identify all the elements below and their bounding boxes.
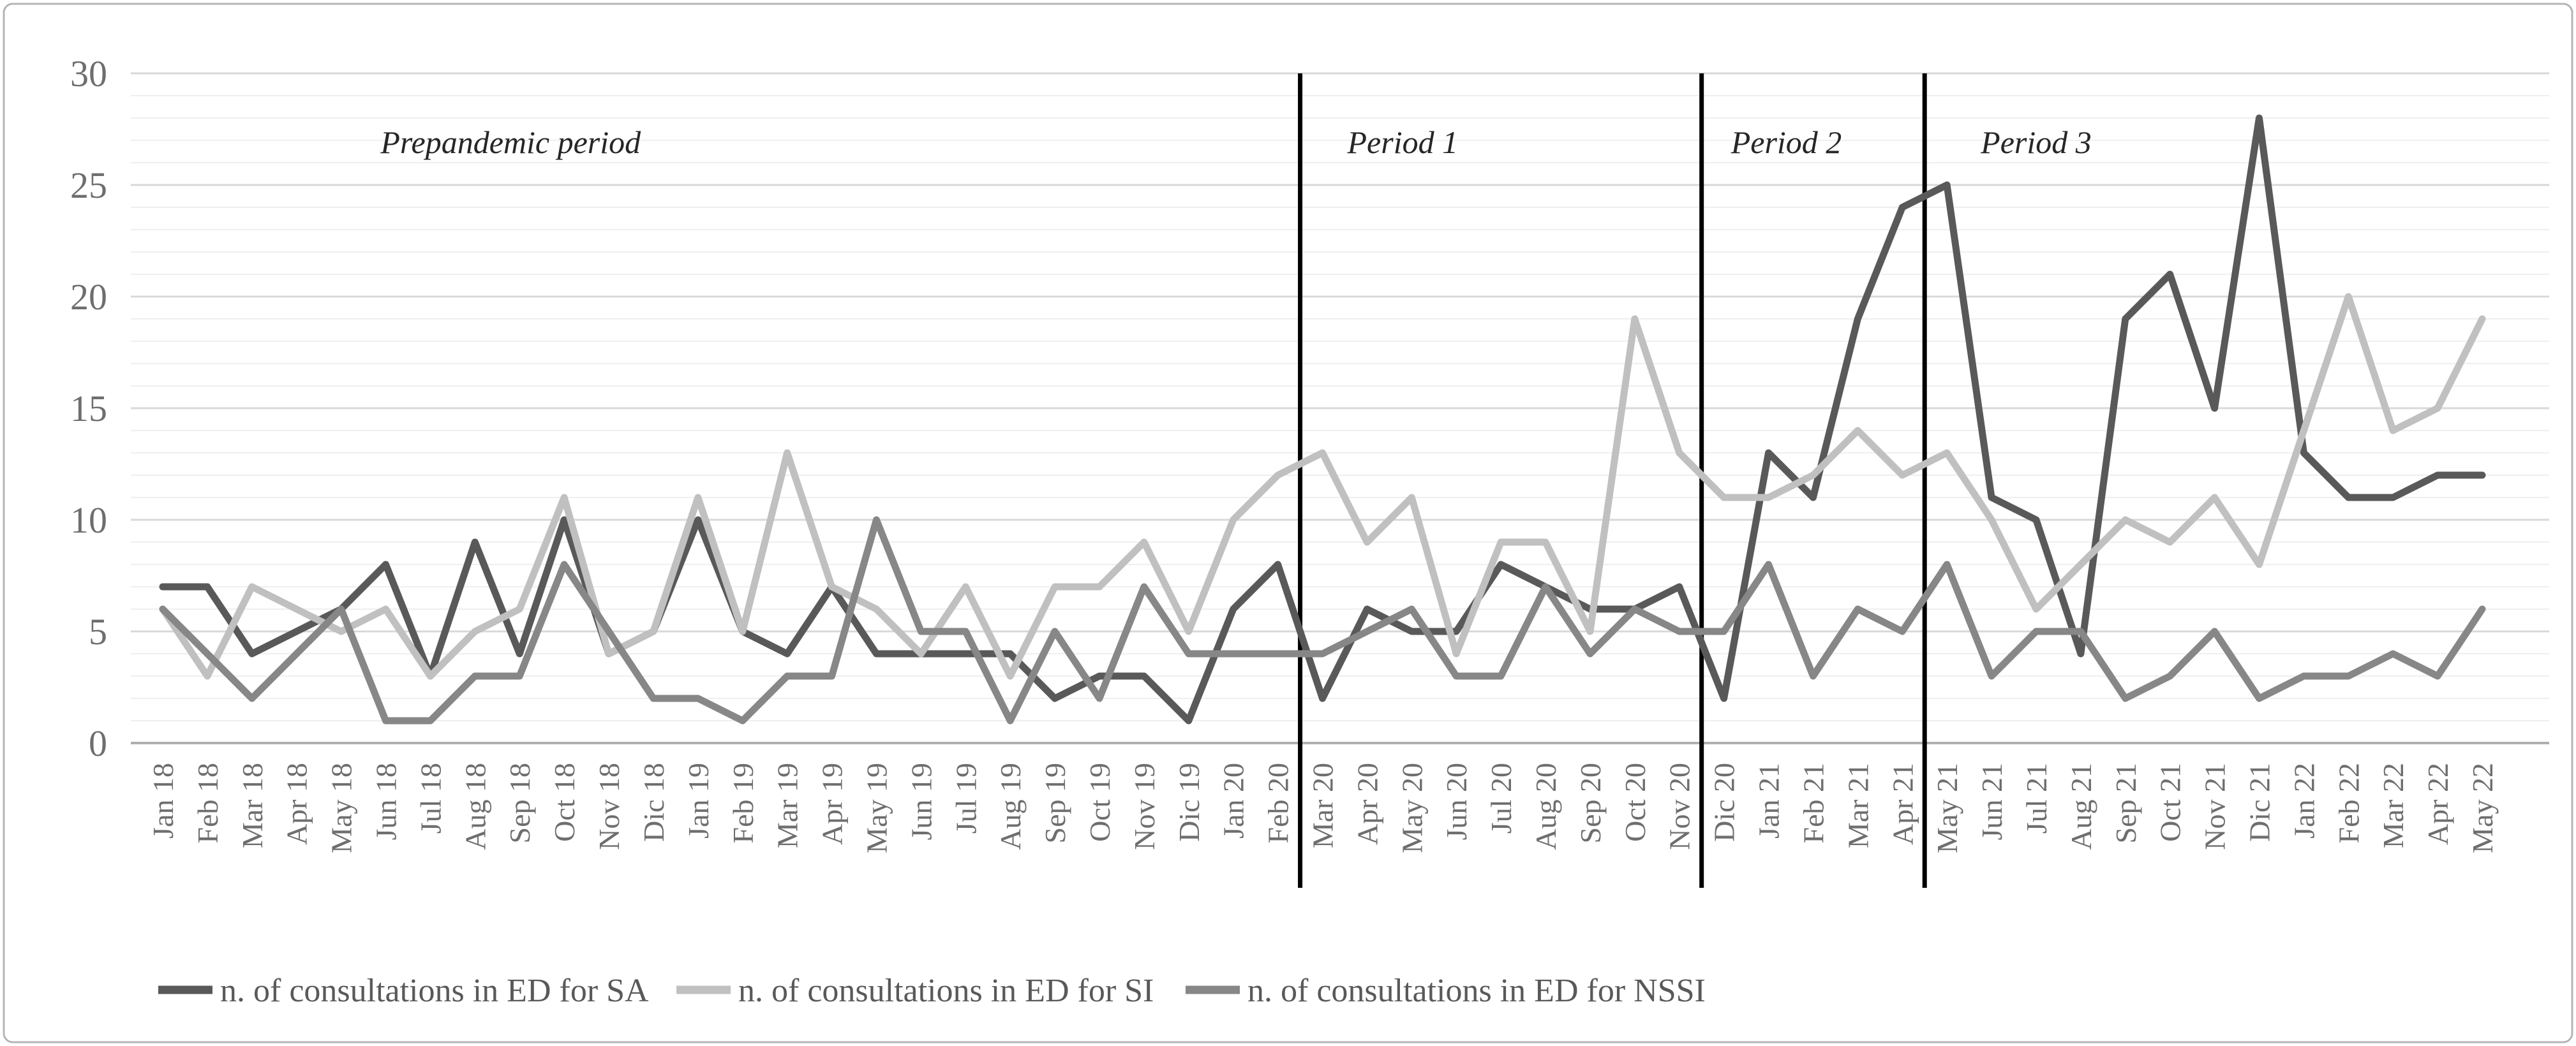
x-month-label: Mar 18 [236, 763, 269, 848]
legend-label-nssi: n. of consultations in ED for NSSI [1247, 973, 1706, 1009]
x-month-label: Apr 19 [816, 763, 849, 845]
x-month-label: May 20 [1396, 763, 1428, 853]
x-month-label: Nov 21 [2199, 763, 2231, 850]
period-labels: Prepandemic period Period 1 Period 2 Per… [380, 124, 2091, 160]
y-tick-label: 25 [70, 165, 107, 206]
period-label-prepandemic: Prepandemic period [380, 124, 641, 160]
x-month-label: Sep 19 [1039, 763, 1071, 844]
x-month-label: Jul 20 [1485, 763, 1517, 834]
legend-label-sa: n. of consultations in ED for SA [220, 973, 649, 1009]
x-month-label: Mar 19 [771, 763, 804, 848]
y-tick-label: 0 [89, 723, 107, 764]
series-line-1 [159, 293, 2486, 680]
x-month-label: Jun 19 [905, 763, 937, 840]
x-month-label: Oct 18 [548, 763, 581, 842]
legend: n. of consultations in ED for SA n. of c… [158, 973, 1706, 1009]
x-month-label: Dic 18 [637, 763, 670, 842]
x-month-label: Jan 18 [147, 763, 179, 839]
x-month-label: Sep 20 [1574, 763, 1607, 844]
series-line-0 [159, 114, 2486, 725]
x-month-label: Jan 21 [1753, 763, 1785, 839]
x-month-label: Feb 19 [727, 763, 759, 844]
x-month-label: Oct 20 [1619, 763, 1651, 842]
x-month-label: Sep 21 [2110, 763, 2142, 844]
figure-border [3, 3, 2573, 1043]
data-series-lines [159, 114, 2486, 725]
y-tick-label: 15 [70, 388, 107, 429]
x-month-label: Mar 21 [1842, 763, 1874, 848]
x-month-label: Feb 18 [191, 763, 224, 844]
x-month-label: Nov 19 [1128, 763, 1161, 850]
legend-label-si: n. of consultations in ED for SI [738, 973, 1154, 1009]
x-axis-month-labels: Jan 18 Feb 18 Mar 18 Apr 18 May 18 Jun 18 Jul … [147, 763, 2499, 853]
x-month-label: May 19 [860, 763, 893, 853]
x-month-label: Sep 18 [503, 763, 536, 844]
y-tick-label: 30 [70, 53, 107, 94]
x-month-label: Feb 21 [1797, 763, 1829, 844]
y-tick-label: 5 [89, 611, 107, 652]
x-month-label: Apr 22 [2422, 763, 2454, 845]
period-label-2: Period 2 [1731, 124, 1842, 160]
x-month-label: Jul 18 [414, 763, 447, 834]
x-month-label: Jun 18 [370, 763, 403, 840]
x-month-label: May 18 [325, 763, 358, 853]
x-month-label: Jul 21 [2020, 763, 2053, 834]
y-tick-label: 20 [70, 276, 107, 318]
y-axis-tick-labels: 0 5 10 15 20 25 30 [70, 53, 107, 764]
x-month-label: Jan 22 [2288, 763, 2320, 839]
x-month-label: May 21 [1931, 763, 1963, 853]
period-separator-lines [1298, 73, 1927, 888]
x-month-label: Aug 19 [994, 763, 1027, 850]
x-month-label: Jan 20 [1217, 763, 1250, 839]
x-month-label: Aug 21 [2065, 763, 2097, 850]
x-month-label: May 22 [2466, 763, 2499, 853]
x-month-label: Aug 20 [1530, 763, 1562, 850]
x-month-label: Mar 20 [1307, 763, 1339, 848]
x-month-label: Apr 21 [1886, 763, 1919, 845]
x-month-label: Dic 19 [1173, 763, 1205, 842]
x-month-label: Oct 21 [2154, 763, 2187, 842]
x-month-label: Mar 22 [2377, 763, 2409, 848]
period-label-3: Period 3 [1980, 124, 2092, 160]
period-label-1: Period 1 [1347, 124, 1459, 160]
x-month-label: Apr 18 [281, 763, 313, 845]
x-month-label: Oct 19 [1083, 763, 1116, 842]
y-tick-label: 10 [70, 499, 107, 541]
x-month-label: Jun 21 [1976, 763, 2008, 840]
x-month-label: Jun 20 [1440, 763, 1473, 840]
x-month-label: Dic 20 [1708, 763, 1741, 842]
x-month-label: Aug 18 [459, 763, 491, 850]
x-month-label: Feb 22 [2332, 763, 2365, 844]
x-month-label: Jan 19 [682, 763, 715, 839]
x-month-label: Nov 20 [1664, 763, 1696, 850]
x-month-label: Dic 21 [2243, 763, 2275, 842]
series-line-2 [159, 516, 2486, 725]
x-month-label: Feb 20 [1262, 763, 1295, 844]
x-month-label: Jul 19 [949, 763, 982, 834]
x-month-label: Nov 18 [593, 763, 625, 850]
x-month-label: Apr 20 [1351, 763, 1383, 845]
